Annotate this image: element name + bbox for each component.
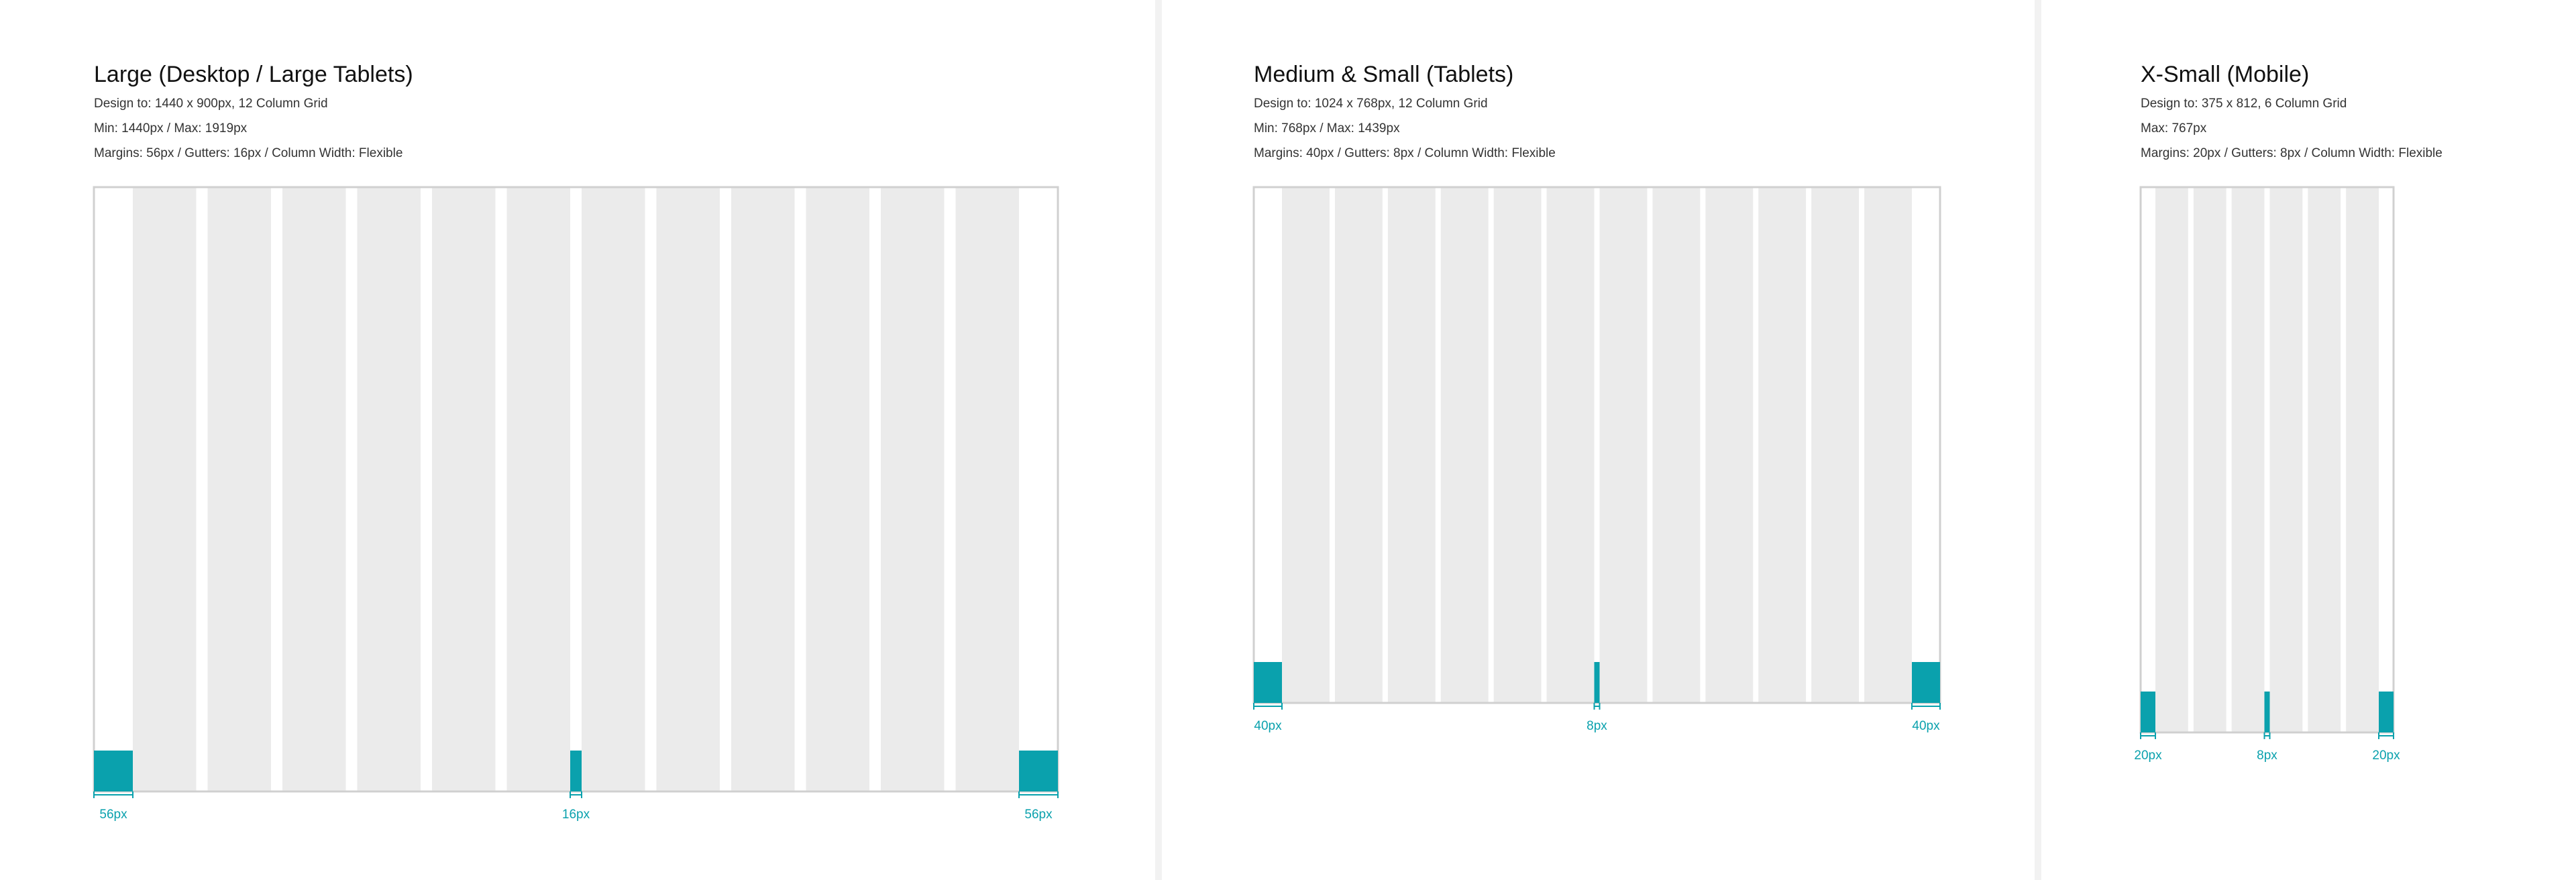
grid-column: [1334, 187, 1383, 703]
grid-column: [2346, 187, 2379, 732]
grid-column: [1758, 187, 1807, 703]
panel-title: Large (Desktop / Large Tablets): [94, 62, 413, 87]
measure-label: 40px: [1254, 719, 1282, 733]
spacing-marker: [2264, 692, 2270, 732]
spec-line: Max: 767px: [2141, 121, 2207, 135]
divider: [1155, 0, 1162, 880]
grid-column: [1811, 187, 1860, 703]
grid-column: [2269, 187, 2303, 732]
spec-line: Margins: 20px / Gutters: 8px / Column Wi…: [2141, 146, 2443, 160]
spec-line: Margins: 56px / Gutters: 16px / Column W…: [94, 146, 402, 160]
grid-column: [881, 187, 945, 791]
grid-column: [1282, 187, 1330, 703]
spec-line: Min: 1440px / Max: 1919px: [94, 121, 248, 135]
grid-column: [582, 187, 645, 791]
grid-column: [1599, 187, 1648, 703]
grid-column: [506, 187, 570, 791]
spacing-marker: [94, 751, 133, 791]
spec-line: Design to: 1024 x 768px, 12 Column Grid: [1254, 97, 1488, 111]
panel-title: Medium & Small (Tablets): [1254, 62, 1513, 87]
grid-column: [432, 187, 496, 791]
grid-column: [806, 187, 869, 791]
measure-label: 20px: [2372, 749, 2400, 763]
spacing-marker: [1254, 662, 1282, 703]
spec-line: Margins: 40px / Gutters: 8px / Column Wi…: [1254, 146, 1556, 160]
measure-label: 8px: [2257, 749, 2277, 763]
grid-column: [2308, 187, 2341, 732]
divider: [2035, 0, 2041, 880]
grid-column: [357, 187, 421, 791]
spacing-marker: [1019, 751, 1058, 791]
spacing-marker: [570, 751, 582, 791]
measure-label: 56px: [99, 808, 127, 822]
measure-label: 16px: [562, 808, 590, 822]
spec-line: Min: 768px / Max: 1439px: [1254, 121, 1400, 135]
grid-column: [955, 187, 1019, 791]
grid-column: [2155, 187, 2188, 732]
measure-label: 20px: [2134, 749, 2162, 763]
grid-column: [656, 187, 720, 791]
grid-column: [1705, 187, 1754, 703]
grid-column: [207, 187, 271, 791]
grid-column: [1493, 187, 1542, 703]
grid-column: [282, 187, 346, 791]
grid-column: [133, 187, 197, 791]
grid-column: [1546, 187, 1595, 703]
grid-column: [2231, 187, 2265, 732]
spec-line: Design to: 1440 x 900px, 12 Column Grid: [94, 97, 328, 111]
grid-column: [2193, 187, 2226, 732]
panel-title: X-Small (Mobile): [2141, 62, 2309, 87]
measure-label: 56px: [1024, 808, 1053, 822]
spacing-marker: [1912, 662, 1940, 703]
grid-column: [1440, 187, 1489, 703]
grid-column: [1652, 187, 1701, 703]
measure-label: 8px: [1587, 719, 1607, 733]
grid-column: [1387, 187, 1436, 703]
grid-column: [731, 187, 795, 791]
spacing-marker: [1594, 662, 1600, 703]
measure-label: 40px: [1912, 719, 1940, 733]
spacing-marker: [2379, 692, 2394, 732]
grid-column: [1864, 187, 1912, 703]
spec-line: Design to: 375 x 812, 6 Column Grid: [2141, 97, 2347, 111]
spacing-marker: [2141, 692, 2155, 732]
